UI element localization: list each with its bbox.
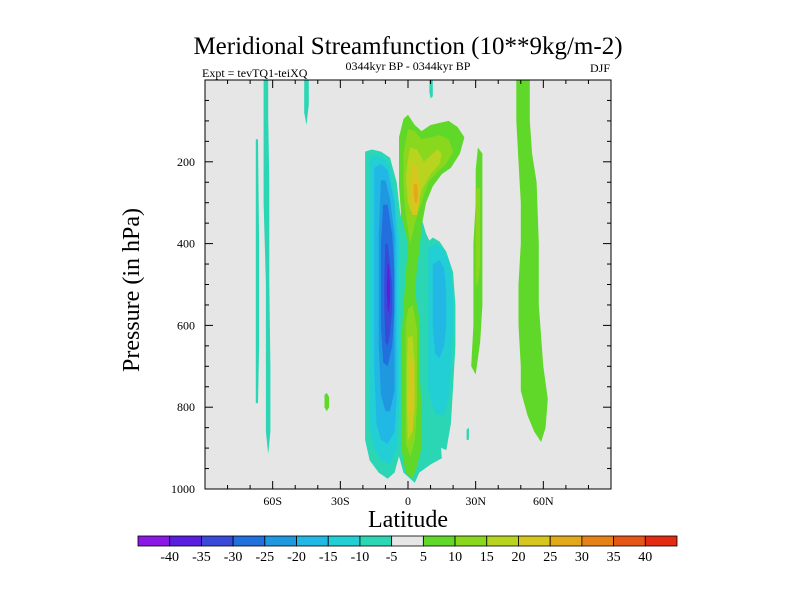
colorbar-swatch [486,535,519,547]
colorbar-swatch [359,535,393,547]
subtitle-left: Expt = tevTQ1-teiXQ [202,66,308,80]
contour-region [429,80,433,99]
colorbar-swatch [137,535,171,547]
subtitle-right: DJF [590,61,610,75]
colorbar-swatch [518,535,551,547]
colorbar-swatch [232,535,266,547]
contour-region [255,139,260,404]
contour-region [324,392,330,412]
colorbar-label: -35 [192,550,211,565]
colorbar-swatch [613,535,646,547]
contour-region [516,80,548,443]
colorbar-swatch [327,535,361,547]
colorbar-label: 5 [420,550,427,565]
colorbar-label: -40 [160,550,179,565]
y-tick-label: 600 [177,318,195,332]
colorbar-label: -5 [386,550,398,565]
y-tick-label: 200 [177,155,195,169]
contour-region [408,358,414,432]
chart-title: Meridional Streamfunction (10**9kg/m-2) [193,33,622,60]
colorbar-label: -20 [287,550,306,565]
x-axis-label: Latitude [368,507,448,533]
x-tick-label: 60N [533,494,554,508]
colorbar-swatch [169,535,202,547]
colorbar-label: -10 [351,550,370,565]
contour-region [386,264,390,314]
colorbar-label: -25 [255,550,274,565]
x-tick-label: 30S [331,494,350,508]
y-tick-label: 1000 [171,482,195,496]
colorbar-label: 25 [543,550,557,565]
colorbar-label: 20 [512,550,526,565]
colorbar-swatch [296,535,329,547]
colorbar-swatch [581,535,614,547]
colorbar-swatch [391,535,424,547]
colorbar-swatch [264,535,297,547]
y-tick-label: 800 [177,400,195,414]
subtitle-center: 0344kyr BP - 0344kyr BP [346,59,471,73]
colorbar-label: 35 [607,550,621,565]
colorbar-swatch [422,535,456,547]
colorbar-label: 10 [448,550,462,565]
colorbar-label: -30 [224,550,243,565]
colorbar-label: 30 [575,550,589,565]
x-tick-label: 30N [465,494,486,508]
x-tick-label: 60S [263,494,282,508]
contour-region [413,184,419,203]
colorbar-swatch [549,535,583,547]
contour-region [432,260,447,359]
colorbar-swatch [201,535,234,547]
colorbar-label: -15 [319,550,338,565]
y-axis-label: Pressure (in hPa) [119,208,145,372]
contour-region [475,188,481,285]
colorbar-swatch [644,535,678,547]
x-tick-label: 0 [405,494,411,508]
y-tick-label: 400 [177,237,195,251]
contour-region [304,80,309,125]
colorbar-label: 40 [638,550,652,565]
contour-region [263,80,271,455]
colorbar-swatch [454,535,488,547]
colorbar-label: 15 [480,550,494,565]
contour-region [466,427,469,440]
